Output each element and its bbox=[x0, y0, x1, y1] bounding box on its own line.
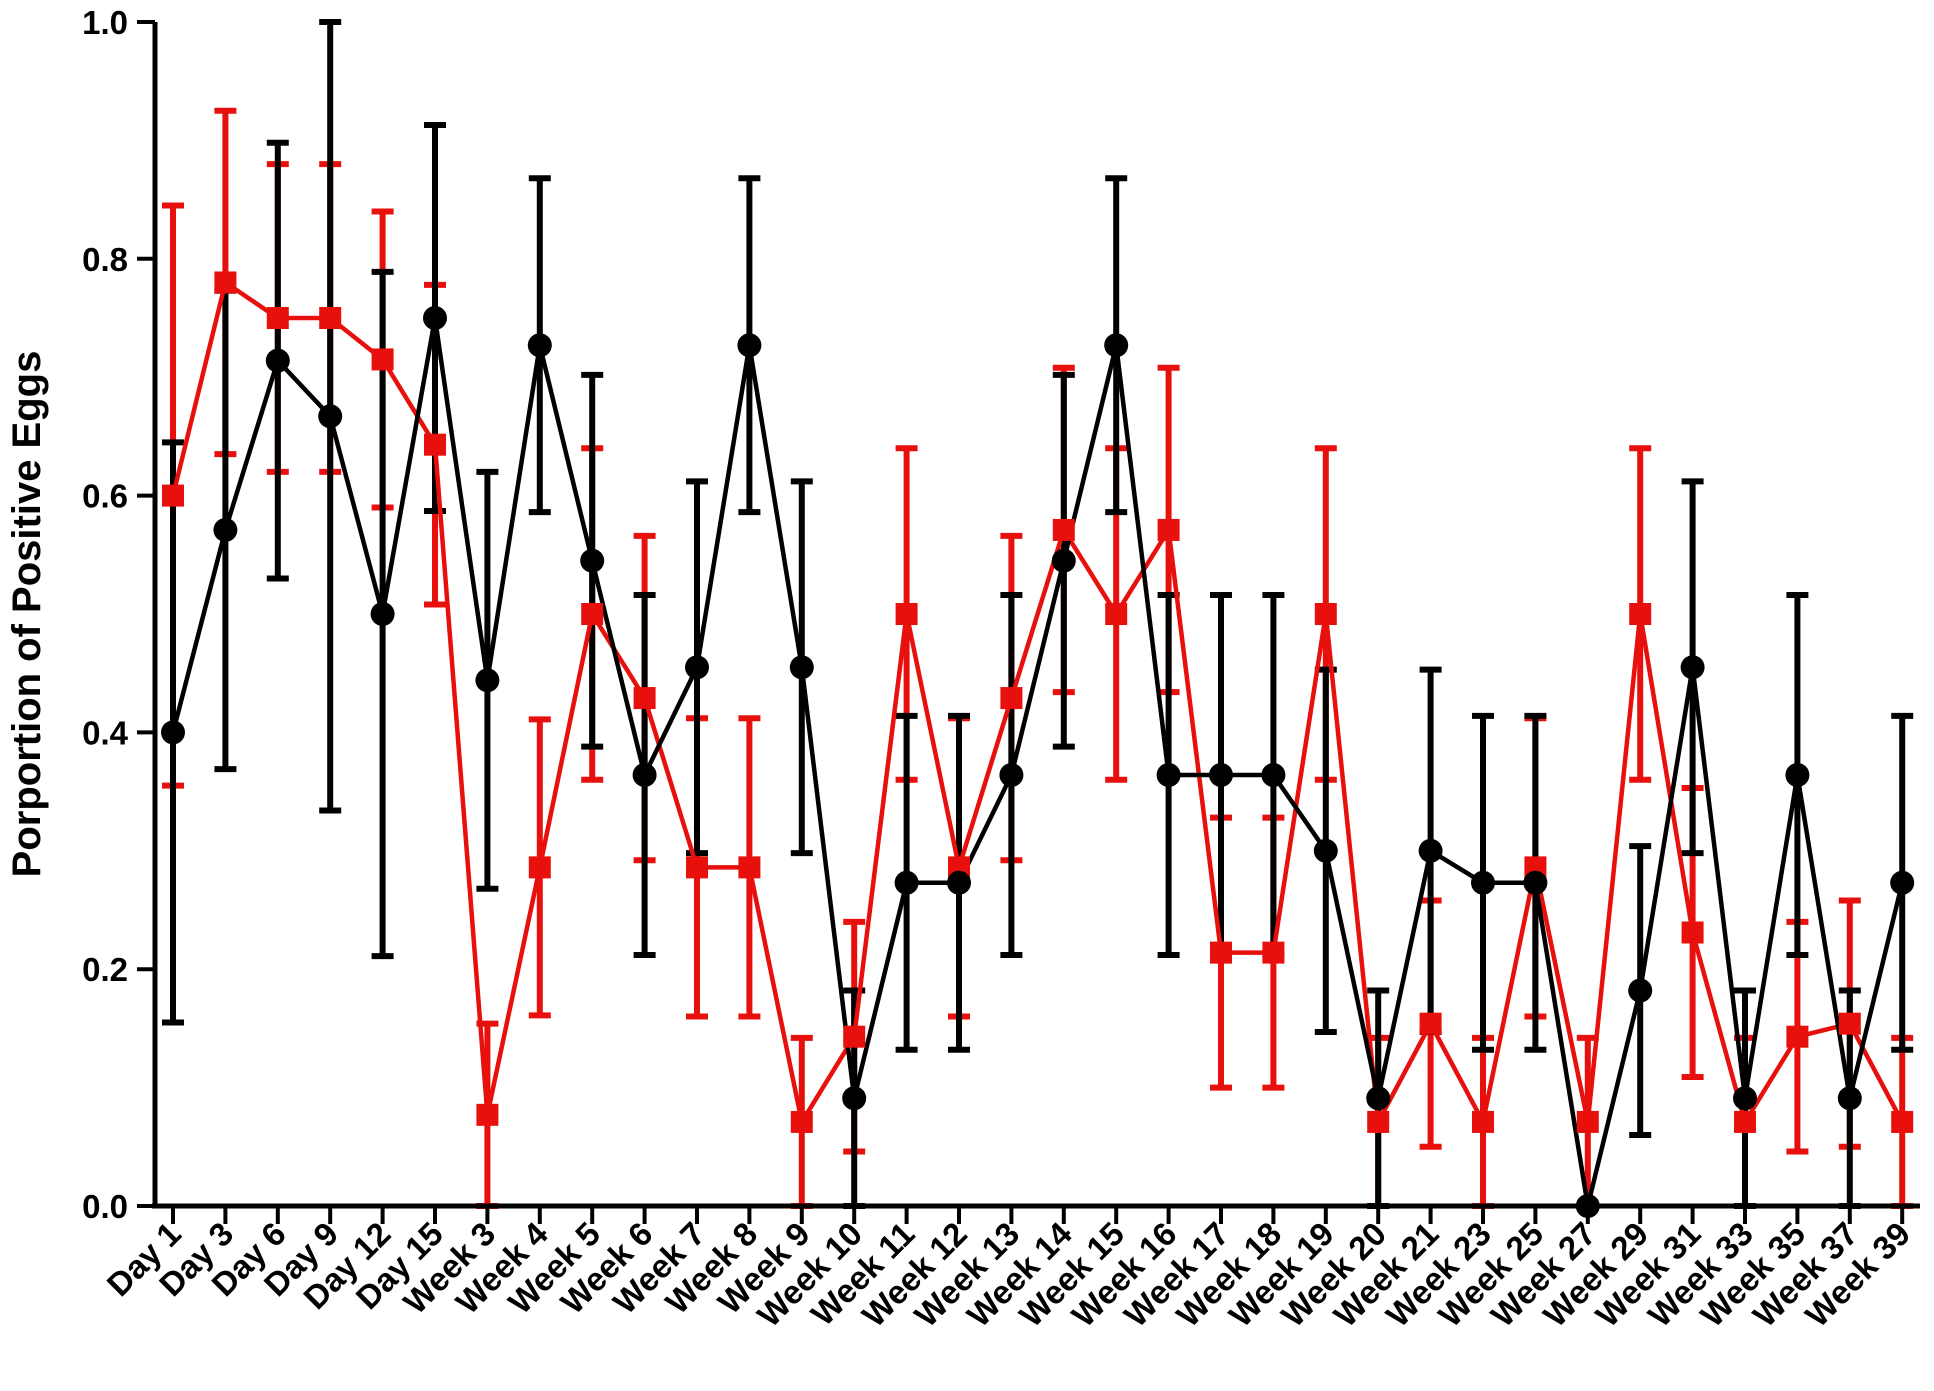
data-point bbox=[1628, 978, 1653, 1003]
data-point bbox=[581, 603, 604, 625]
data-point bbox=[1733, 1086, 1757, 1111]
data-point bbox=[528, 856, 551, 879]
data-point bbox=[1105, 603, 1128, 625]
data-point bbox=[1157, 518, 1180, 541]
data-point bbox=[1261, 763, 1286, 788]
data-point bbox=[580, 548, 605, 573]
data-point bbox=[1523, 870, 1548, 895]
data-point bbox=[1210, 941, 1232, 964]
data-point bbox=[213, 517, 238, 542]
data-point bbox=[685, 655, 709, 680]
y-tick-label: 0.6 bbox=[82, 478, 128, 515]
data-point bbox=[1629, 603, 1652, 625]
data-point bbox=[789, 655, 814, 680]
data-point bbox=[738, 856, 761, 879]
data-point bbox=[423, 306, 447, 330]
data-point bbox=[1890, 870, 1915, 895]
data-point bbox=[1837, 1086, 1862, 1111]
data-point bbox=[1471, 870, 1495, 895]
data-point bbox=[1051, 548, 1076, 573]
data-point bbox=[1681, 921, 1704, 944]
y-tick-label: 0.8 bbox=[82, 241, 128, 278]
data-point bbox=[1734, 1110, 1756, 1133]
data-point bbox=[318, 404, 343, 429]
data-point bbox=[371, 348, 394, 371]
data-point bbox=[424, 433, 446, 456]
data-point bbox=[1104, 333, 1129, 358]
data-point bbox=[527, 333, 552, 358]
data-point bbox=[737, 333, 762, 358]
data-point bbox=[1891, 1110, 1914, 1133]
data-point bbox=[1262, 941, 1285, 964]
data-point bbox=[1680, 655, 1705, 680]
data-point bbox=[790, 1110, 813, 1133]
data-point bbox=[1052, 518, 1075, 541]
markers-layer bbox=[161, 271, 1915, 1218]
y-tick-label: 0.0 bbox=[82, 1188, 128, 1225]
data-point bbox=[1000, 687, 1023, 710]
data-point bbox=[1367, 1110, 1390, 1133]
data-point bbox=[842, 1086, 867, 1111]
data-point bbox=[1313, 838, 1338, 863]
data-point bbox=[1785, 763, 1810, 788]
y-tick-label: 0.4 bbox=[82, 714, 129, 751]
series-line bbox=[170, 280, 1905, 1125]
data-point bbox=[370, 602, 395, 626]
data-point bbox=[632, 763, 657, 788]
lines-layer bbox=[170, 280, 1905, 1209]
data-point bbox=[1156, 763, 1181, 788]
data-point bbox=[1838, 1012, 1861, 1035]
y-tick-label: 1.0 bbox=[82, 4, 128, 41]
data-point bbox=[1786, 1025, 1809, 1048]
y-ticks: 0.0 0.2 0.4 0.6 0.8 1.0 bbox=[82, 4, 155, 1225]
data-point bbox=[686, 856, 708, 879]
data-point bbox=[1314, 603, 1337, 625]
data-point bbox=[1418, 838, 1443, 863]
data-point bbox=[843, 1025, 866, 1048]
data-point bbox=[161, 720, 185, 745]
data-point bbox=[633, 687, 656, 710]
data-point bbox=[266, 307, 289, 329]
data-point bbox=[1576, 1110, 1599, 1133]
data-point bbox=[162, 484, 184, 507]
data-point bbox=[1366, 1086, 1391, 1111]
data-point bbox=[947, 870, 971, 895]
data-point bbox=[214, 271, 237, 294]
data-point bbox=[999, 763, 1024, 788]
data-point bbox=[1209, 763, 1233, 788]
data-point bbox=[894, 870, 919, 895]
data-point bbox=[895, 603, 918, 625]
data-point bbox=[265, 348, 290, 373]
series-line bbox=[170, 315, 1905, 1209]
data-point bbox=[1472, 1110, 1494, 1133]
y-tick-label: 0.2 bbox=[82, 951, 128, 988]
data-point bbox=[1419, 1012, 1442, 1035]
data-point bbox=[319, 307, 342, 329]
y-axis-label: Porportion of Positive Eggs bbox=[5, 351, 49, 878]
data-point bbox=[476, 1103, 499, 1126]
data-point bbox=[475, 668, 500, 693]
